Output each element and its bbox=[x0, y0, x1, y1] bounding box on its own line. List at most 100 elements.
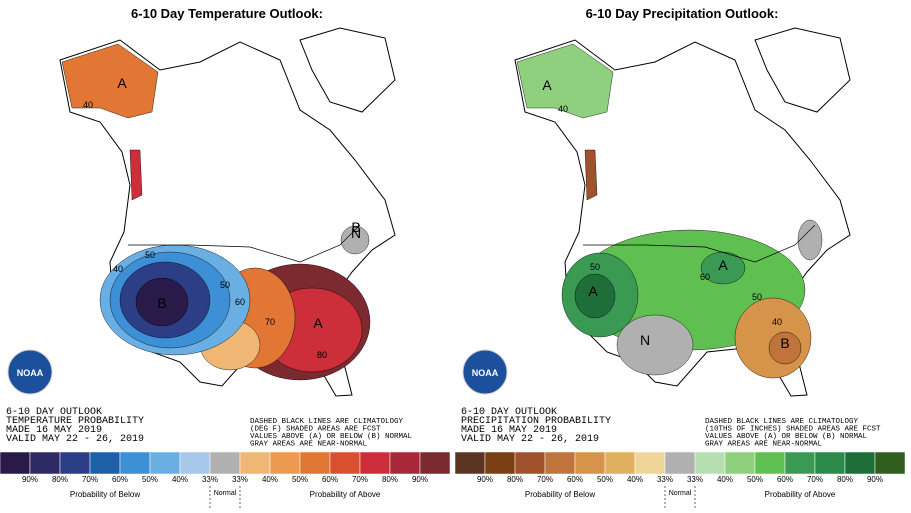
legend-label: 60% bbox=[777, 475, 793, 484]
legend-above: Probability of Above bbox=[765, 490, 836, 499]
legend-swatch bbox=[574, 451, 606, 475]
map-label: B bbox=[157, 295, 166, 311]
legend-label: 80% bbox=[52, 475, 68, 484]
map-label: N bbox=[640, 332, 650, 348]
legend-below: Probability of Below bbox=[70, 490, 140, 499]
map-label: B bbox=[780, 335, 789, 351]
legend-swatch bbox=[329, 451, 361, 475]
outlook-line: VALID MAY 22 - 26, 2019 bbox=[461, 434, 599, 445]
legend-swatch bbox=[269, 451, 301, 475]
legend-swatch bbox=[209, 451, 241, 475]
forecast-area bbox=[616, 314, 694, 376]
legend-label: 33% bbox=[232, 475, 248, 484]
border bbox=[583, 224, 816, 263]
map-label: 50 bbox=[145, 250, 155, 260]
border bbox=[128, 224, 361, 263]
map-label: A bbox=[718, 257, 728, 273]
legend-label: 50% bbox=[142, 475, 158, 484]
panel-title: 6-10 Day Temperature Outlook: bbox=[131, 6, 323, 21]
note-line: DASHED BLACK LINES ARE CLIMATOLOGY bbox=[705, 418, 859, 426]
note-line: (10THS OF INCHES) SHADED AREAS ARE FCST bbox=[705, 426, 881, 434]
legend-swatch bbox=[634, 451, 666, 475]
legend-label: 33% bbox=[657, 475, 673, 484]
legend-label: 70% bbox=[352, 475, 368, 484]
legend-label: 40% bbox=[172, 475, 188, 484]
map-label: 60 bbox=[700, 272, 710, 282]
map-label: 50 bbox=[220, 280, 230, 290]
legend-swatch bbox=[874, 451, 906, 475]
outlook-line: 6-10 DAY OUTLOOK bbox=[6, 407, 102, 418]
map-label: B bbox=[351, 219, 360, 235]
legend-swatch bbox=[694, 451, 726, 475]
legend-label: 50% bbox=[292, 475, 308, 484]
legend-label: 40% bbox=[717, 475, 733, 484]
map-label: 70 bbox=[265, 317, 275, 327]
legend-label: 40% bbox=[262, 475, 278, 484]
legend-label: 33% bbox=[202, 475, 218, 484]
note-line: VALUES ABOVE (A) OR BELOW (B) NORMAL bbox=[705, 433, 868, 441]
outlook-line: PRECIPITATION PROBABILITY bbox=[461, 416, 611, 427]
legend-swatch bbox=[454, 451, 486, 475]
legend-swatch bbox=[814, 451, 846, 475]
legend-swatch bbox=[149, 451, 181, 475]
legend-swatch bbox=[484, 451, 516, 475]
logo bbox=[7, 349, 53, 395]
legend-swatch bbox=[179, 451, 211, 475]
legend-swatch bbox=[419, 451, 451, 475]
outlook-line: MADE 16 MAY 2019 bbox=[6, 425, 102, 436]
forecast-area bbox=[135, 277, 189, 327]
map-label: 40 bbox=[83, 100, 93, 110]
map-label: A bbox=[588, 283, 598, 299]
legend-swatch bbox=[239, 451, 271, 475]
legend-normal: Normal bbox=[669, 490, 692, 497]
legend-label: 80% bbox=[382, 475, 398, 484]
legend-swatch bbox=[59, 451, 91, 475]
outlook-line: MADE 16 MAY 2019 bbox=[461, 425, 557, 436]
map-label: 50 bbox=[590, 262, 600, 272]
map-label: 80 bbox=[317, 350, 327, 360]
legend-label: 50% bbox=[597, 475, 613, 484]
legend-label: 90% bbox=[22, 475, 38, 484]
note-line: GRAY AREAS ARE NEAR-NORMAL bbox=[250, 441, 368, 449]
legend-swatch bbox=[544, 451, 576, 475]
outlook-line: 6-10 DAY OUTLOOK bbox=[461, 407, 557, 418]
panel: 6-10 Day Temperature Outlook:ABNBA405060… bbox=[0, 6, 451, 508]
legend-label: 90% bbox=[477, 475, 493, 484]
legend-swatch bbox=[844, 451, 876, 475]
forecast-area bbox=[768, 331, 802, 365]
legend-swatch bbox=[299, 451, 331, 475]
map-label: 60 bbox=[235, 297, 245, 307]
forecast-area bbox=[129, 149, 143, 201]
outlook-line: VALID MAY 22 - 26, 2019 bbox=[6, 434, 144, 445]
legend-label: 80% bbox=[837, 475, 853, 484]
legend-label: 90% bbox=[867, 475, 883, 484]
map-label: 40 bbox=[772, 317, 782, 327]
legend-label: 50% bbox=[747, 475, 763, 484]
legend-label: 60% bbox=[112, 475, 128, 484]
legend-label: 40% bbox=[627, 475, 643, 484]
legend-label: 70% bbox=[807, 475, 823, 484]
note-line: DASHED BLACK LINES ARE CLIMATOLOGY bbox=[250, 418, 404, 426]
map-label: A bbox=[313, 315, 323, 331]
legend-swatch bbox=[29, 451, 61, 475]
note-line: VALUES ABOVE (A) OR BELOW (B) NORMAL bbox=[250, 433, 413, 441]
legend-swatch bbox=[514, 451, 546, 475]
legend-swatch bbox=[359, 451, 391, 475]
map-label: A bbox=[117, 75, 127, 91]
legend-label: 70% bbox=[537, 475, 553, 484]
logo bbox=[462, 349, 508, 395]
forecast-area bbox=[340, 225, 370, 255]
outlook-line: TEMPERATURE PROBABILITY bbox=[6, 416, 144, 427]
legend-swatch bbox=[664, 451, 696, 475]
legend-label: 90% bbox=[412, 475, 428, 484]
legend-above: Probability of Above bbox=[310, 490, 381, 499]
greenland bbox=[299, 27, 396, 113]
forecast-area bbox=[574, 273, 616, 319]
legend-label: 70% bbox=[82, 475, 98, 484]
logo-text: NOAA bbox=[472, 368, 499, 378]
forecast-area bbox=[516, 43, 614, 119]
map-label: 40 bbox=[558, 104, 568, 114]
logo-text: NOAA bbox=[17, 368, 44, 378]
legend-label: 80% bbox=[507, 475, 523, 484]
